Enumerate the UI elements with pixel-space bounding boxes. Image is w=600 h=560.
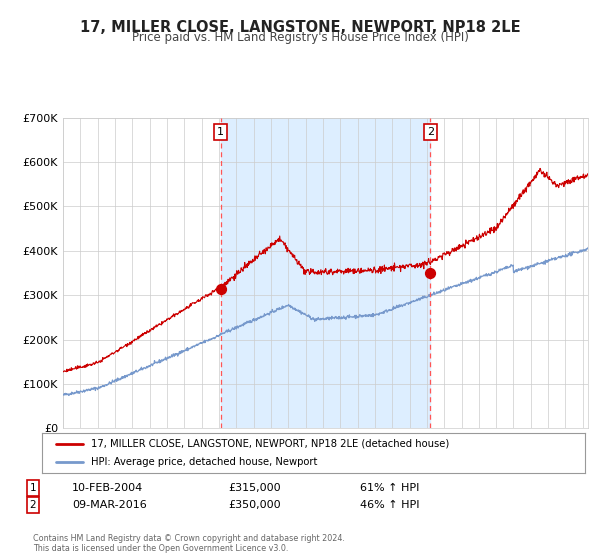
Text: 46% ↑ HPI: 46% ↑ HPI (360, 500, 419, 510)
Text: Price paid vs. HM Land Registry's House Price Index (HPI): Price paid vs. HM Land Registry's House … (131, 31, 469, 44)
Text: 17, MILLER CLOSE, LANGSTONE, NEWPORT, NP18 2LE: 17, MILLER CLOSE, LANGSTONE, NEWPORT, NP… (80, 20, 520, 35)
Text: £315,000: £315,000 (228, 483, 281, 493)
Bar (221, 118, 430, 428)
Text: 1: 1 (217, 127, 224, 137)
Text: HPI: Average price, detached house, Newport: HPI: Average price, detached house, Newp… (91, 458, 317, 467)
Text: 09-MAR-2016: 09-MAR-2016 (72, 500, 147, 510)
Point (216, 284, 226, 293)
Text: £350,000: £350,000 (228, 500, 281, 510)
Text: 2: 2 (29, 500, 37, 510)
Text: 61% ↑ HPI: 61% ↑ HPI (360, 483, 419, 493)
Point (425, 269, 435, 278)
Text: 2: 2 (427, 127, 434, 137)
Text: 1: 1 (29, 483, 37, 493)
Text: 17, MILLER CLOSE, LANGSTONE, NEWPORT, NP18 2LE (detached house): 17, MILLER CLOSE, LANGSTONE, NEWPORT, NP… (91, 439, 449, 449)
Text: Contains HM Land Registry data © Crown copyright and database right 2024.
This d: Contains HM Land Registry data © Crown c… (33, 534, 345, 553)
Text: 10-FEB-2004: 10-FEB-2004 (72, 483, 143, 493)
